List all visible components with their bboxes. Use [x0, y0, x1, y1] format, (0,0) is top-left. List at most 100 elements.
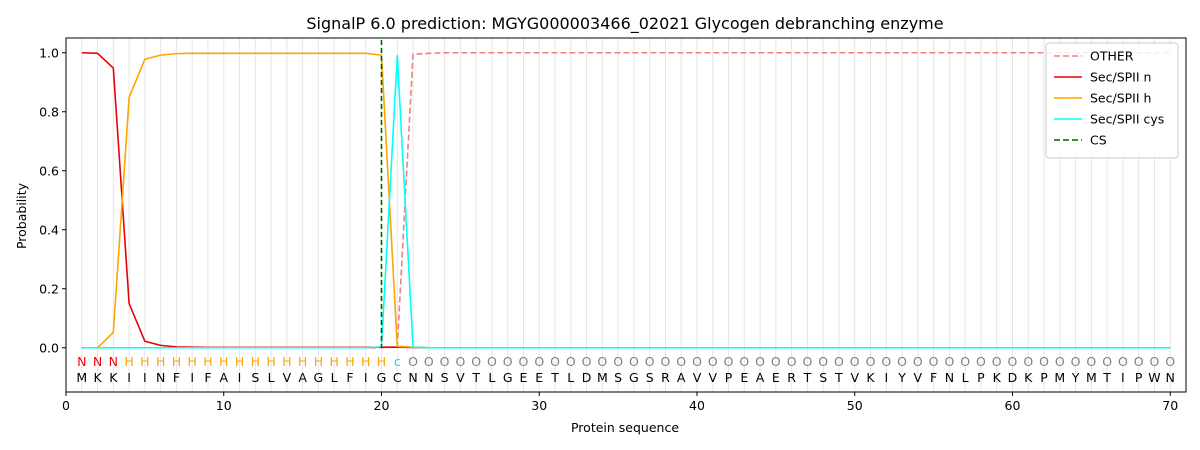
x-tick-label: 20 — [374, 398, 390, 413]
annotation-letter: O — [708, 354, 718, 369]
residue-letter: I — [143, 370, 147, 385]
annotation-letter: O — [1102, 354, 1112, 369]
residue-letter: F — [204, 370, 211, 385]
x-tick-label: 50 — [847, 398, 863, 413]
residue-letter: N — [945, 370, 954, 385]
residue-letter: S — [819, 370, 827, 385]
residue-letter: L — [962, 370, 969, 385]
annotation-letter: H — [251, 354, 260, 369]
residue-letter: L — [331, 370, 338, 385]
residue-letter: S — [614, 370, 622, 385]
annotation-letter: O — [1055, 354, 1065, 369]
residue-letter: I — [884, 370, 888, 385]
legend-entry: Sec/SPII n — [1090, 70, 1151, 85]
residue-letter: A — [756, 370, 765, 385]
annotation-letter: O — [440, 354, 450, 369]
x-tick-label: 30 — [531, 398, 547, 413]
residue-letter: V — [914, 370, 923, 385]
residue-letter: Y — [1071, 370, 1080, 385]
x-tick-label: 40 — [689, 398, 705, 413]
residue-letter: E — [740, 370, 748, 385]
annotation-letter: H — [124, 354, 133, 369]
x-tick-label: 60 — [1005, 398, 1021, 413]
residue-letter: V — [850, 370, 859, 385]
residue-letter: A — [677, 370, 686, 385]
residue-letter: M — [597, 370, 608, 385]
annotation-letter: N — [77, 354, 86, 369]
annotation-letter: H — [361, 354, 370, 369]
annotation-letter: O — [944, 354, 954, 369]
annotation-letter: O — [1150, 354, 1160, 369]
annotation-letter: H — [329, 354, 338, 369]
residue-letter: N — [1166, 370, 1175, 385]
annotation-letter: O — [1118, 354, 1128, 369]
legend-box — [1045, 42, 1179, 159]
residue-letter: E — [535, 370, 543, 385]
residue-letter: K — [93, 370, 102, 385]
annotation-letter: O — [613, 354, 623, 369]
x-tick-label: 10 — [216, 398, 232, 413]
residue-letter: P — [725, 370, 733, 385]
annotation-letter: O — [534, 354, 544, 369]
residue-letter: T — [834, 370, 843, 385]
annotation-letter: H — [172, 354, 181, 369]
annotation-letter: O — [866, 354, 876, 369]
residue-letter: F — [173, 370, 180, 385]
residue-letter: I — [190, 370, 194, 385]
annotation-letter: H — [298, 354, 307, 369]
residue-letter: W — [1148, 370, 1160, 385]
residue-letter: K — [866, 370, 875, 385]
annotation-letter: H — [203, 354, 212, 369]
residue-letter: R — [787, 370, 796, 385]
annotation-letter: H — [345, 354, 354, 369]
y-axis-label: Probability — [14, 182, 29, 249]
annotation-letter: H — [314, 354, 323, 369]
residue-letter: M — [76, 370, 87, 385]
annotation-letter: O — [1165, 354, 1175, 369]
annotation-letter: O — [1134, 354, 1144, 369]
residue-letter: A — [219, 370, 228, 385]
annotation-letter: H — [266, 354, 275, 369]
annotation-letter: O — [992, 354, 1002, 369]
residue-letter: C — [393, 370, 402, 385]
annotation-letter: O — [802, 354, 812, 369]
residue-letter: I — [364, 370, 368, 385]
annotation-letter: O — [976, 354, 986, 369]
y-tick-label: 1.0 — [39, 45, 59, 60]
residue-letter: K — [109, 370, 118, 385]
annotation-letter: N — [93, 354, 102, 369]
annotation-letter: O — [455, 354, 465, 369]
y-tick-label: 0.6 — [39, 163, 59, 178]
annotation-letter: O — [471, 354, 481, 369]
annotation-letter: O — [645, 354, 655, 369]
chart-title: SignalP 6.0 prediction: MGYG000003466_02… — [306, 14, 943, 34]
annotation-letter: O — [661, 354, 671, 369]
annotation-letter: O — [1023, 354, 1033, 369]
annotation-letter: O — [519, 354, 529, 369]
residue-letter: P — [1040, 370, 1048, 385]
residue-letter: I — [238, 370, 242, 385]
legend-entry: Sec/SPII cys — [1090, 112, 1164, 127]
annotation-letter: H — [377, 354, 386, 369]
annotation-letter: O — [771, 354, 781, 369]
residue-letter: M — [1054, 370, 1065, 385]
residue-letter: T — [550, 370, 559, 385]
annotation-letter: O — [755, 354, 765, 369]
annotation-letter: O — [897, 354, 907, 369]
annotation-letter: H — [140, 354, 149, 369]
annotation-letter: O — [850, 354, 860, 369]
annotation-letter: O — [692, 354, 702, 369]
annotation-letter: O — [629, 354, 639, 369]
annotation-letter: O — [787, 354, 797, 369]
annotation-letter: O — [566, 354, 576, 369]
annotation-letter: O — [818, 354, 828, 369]
legend: OTHER Sec/SPII n Sec/SPII h Sec/SPII cys CS — [1045, 42, 1179, 159]
residue-letter: V — [283, 370, 292, 385]
series-line-sec-spii-cys — [81, 54, 1171, 349]
residue-letter: E — [520, 370, 528, 385]
residue-letter: V — [456, 370, 465, 385]
annotation-letter: H — [187, 354, 196, 369]
residue-letter: D — [1008, 370, 1018, 385]
